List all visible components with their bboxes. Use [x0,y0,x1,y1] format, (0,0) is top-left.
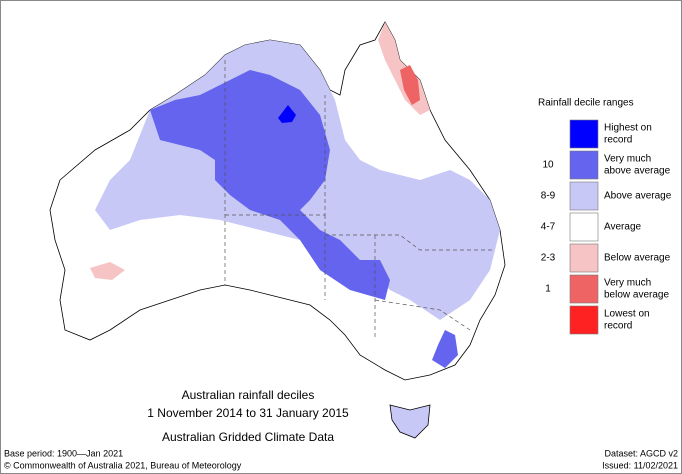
map [49,21,506,439]
legend-swatch [569,243,599,273]
base-period: Base period: 1900—Jan 2021 [4,448,123,458]
legend-swatch [569,212,599,242]
legend-label: below average [604,290,669,301]
legend-decile: 2-3 [541,253,556,264]
legend-swatch [569,274,599,304]
dataset: Dataset: AGCD v2 [604,448,678,458]
legend-label: Average [604,222,642,233]
very-much-below-region [400,65,420,105]
legend-label: record [604,321,632,332]
legend-title: Rainfall decile ranges [538,98,634,109]
copyright: © Commonwealth of Australia 2021, Bureau… [4,460,242,470]
legend-label: Very much [604,154,651,165]
very-much-above-region [150,70,390,300]
state-borders [224,60,495,340]
issued: Issued: 11/02/2021 [602,460,678,470]
legend: Rainfall decile ranges Highest onrecord1… [538,98,672,335]
caption-period: 1 November 2014 to 31 January 2015 [147,406,349,420]
legend-label: Highest on [604,123,652,134]
legend-swatch [569,119,599,149]
below-average-region-west [90,262,125,280]
legend-label: above average [604,166,671,177]
highest-region [278,105,296,123]
legend-decile: 4-7 [541,222,556,233]
legend-label: Above average [604,191,672,202]
caption-title: Australian rainfall deciles [182,388,315,402]
legend-label: Lowest on [604,309,650,320]
legend-swatch [569,305,599,335]
tasmania [389,404,431,439]
legend-swatch [569,150,599,180]
legend-label: Very much [604,278,651,289]
legend-swatch [569,181,599,211]
legend-decile: 8-9 [541,191,556,202]
caption-source: Australian Gridded Climate Data [162,430,334,444]
legend-label: Below average [604,253,671,264]
legend-decile: 1 [545,284,551,295]
legend-decile: 10 [542,160,554,171]
legend-label: record [604,135,632,146]
very-much-above-region-se [432,330,458,368]
